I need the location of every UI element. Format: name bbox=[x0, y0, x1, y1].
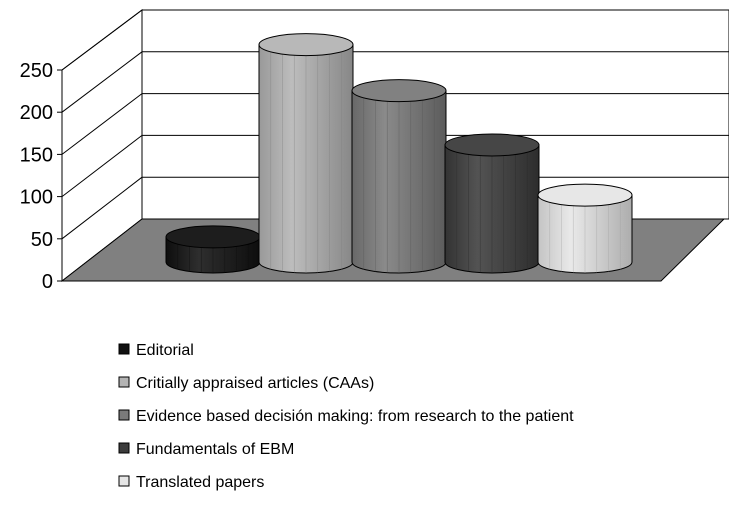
gridline-side bbox=[61, 51, 143, 113]
legend-label: Translated papers bbox=[136, 474, 264, 491]
legend-label: Evidence based decisión making: from res… bbox=[136, 408, 574, 425]
legend: Editorial Critially appraised articles (C… bbox=[118, 342, 574, 491]
y-tick-label: 100 bbox=[20, 187, 53, 209]
legend-swatch bbox=[118, 475, 130, 487]
bar-1 bbox=[165, 225, 261, 274]
y-tick-label: 50 bbox=[31, 229, 53, 251]
y-tick-label: 0 bbox=[42, 271, 53, 293]
legend-label: Fundamentals of EBM bbox=[136, 441, 294, 458]
gridline-side bbox=[61, 9, 143, 71]
bar-5 bbox=[537, 183, 633, 274]
gridline-side bbox=[61, 93, 143, 155]
legend-swatch bbox=[118, 376, 130, 388]
y-axis: 0 50 100 150 200 250 bbox=[20, 60, 63, 293]
bar-3 bbox=[351, 79, 447, 274]
bar-2 bbox=[258, 33, 354, 274]
legend-label: Critially appraised articles (CAAs) bbox=[136, 375, 374, 392]
legend-label: Editorial bbox=[136, 342, 194, 359]
bar-4 bbox=[444, 133, 540, 274]
y-tick-label: 200 bbox=[20, 102, 53, 124]
legend-swatch bbox=[118, 442, 130, 454]
bar-top bbox=[258, 33, 354, 57]
gridline-side bbox=[61, 176, 143, 240]
bar-top bbox=[444, 133, 540, 157]
gridline-side bbox=[61, 135, 143, 197]
y-tick-label: 150 bbox=[20, 144, 53, 166]
bar-top bbox=[165, 225, 261, 249]
bar-top bbox=[351, 79, 447, 103]
bar-top bbox=[537, 183, 633, 207]
legend-swatch bbox=[118, 409, 130, 421]
legend-swatch bbox=[118, 343, 130, 355]
y-tick-label: 250 bbox=[20, 60, 53, 82]
bars bbox=[165, 33, 633, 274]
